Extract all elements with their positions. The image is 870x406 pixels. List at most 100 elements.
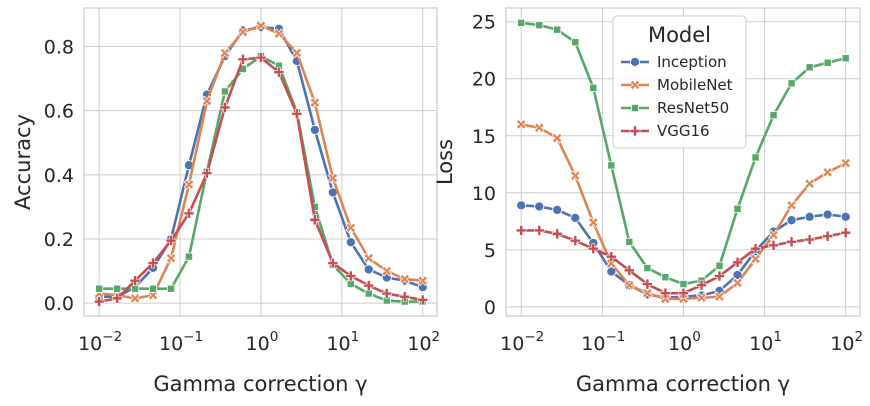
x-tick-label: 10−1 [159, 329, 203, 355]
x-axis-label: Gamma correction γ [576, 372, 790, 396]
data-point [364, 289, 373, 298]
y-tick-label: 10 [472, 183, 496, 205]
data-point [167, 284, 176, 293]
legend: Model Inception MobileNet ResNet50 VGG16 [612, 15, 747, 149]
data-point [768, 239, 779, 251]
data-point [417, 275, 429, 287]
data-point [184, 252, 193, 261]
data-point [823, 58, 832, 67]
data-point [291, 108, 303, 120]
y-tick-label: 0.4 [44, 165, 74, 187]
data-point [840, 157, 852, 169]
data-point [715, 261, 724, 270]
data-point [804, 178, 816, 190]
y-axis-label: Accuracy [11, 114, 35, 210]
data-point [113, 284, 122, 293]
data-point [201, 95, 213, 107]
data-point [661, 273, 670, 282]
data-point [517, 18, 526, 27]
data-point [569, 235, 581, 247]
legend-label: ResNet50 [657, 99, 729, 117]
data-point [732, 257, 743, 268]
data-point [533, 122, 545, 134]
legend-box [612, 15, 747, 149]
x-tick-label: 102 [407, 329, 440, 355]
y-tick-label: 15 [472, 126, 496, 148]
data-point [606, 266, 617, 277]
data-point [147, 257, 159, 269]
data-point [768, 229, 779, 241]
x-tick-label: 101 [749, 329, 782, 355]
y-tick-label: 20 [472, 69, 496, 91]
legend-item-resnet50: ResNet50 [621, 99, 729, 117]
data-point [237, 26, 249, 38]
data-point [363, 280, 375, 291]
x-tick-label: 101 [326, 329, 359, 355]
series-mobilenet [515, 118, 852, 305]
data-point [220, 87, 229, 96]
data-point [95, 284, 104, 293]
data-point [345, 237, 356, 248]
data-point [255, 20, 267, 32]
data-point [643, 264, 652, 273]
y-axis-label: Loss [433, 139, 457, 185]
data-point [805, 63, 814, 72]
y-tick-label: 5 [484, 240, 496, 262]
data-point [660, 287, 671, 299]
series-resnet50 [517, 18, 850, 289]
data-point [786, 199, 797, 211]
legend-title: Model [648, 23, 711, 47]
data-point [804, 211, 815, 222]
data-point [551, 132, 563, 144]
data-point [219, 102, 231, 113]
data-point [129, 275, 141, 287]
data-point [533, 225, 545, 236]
data-point [309, 214, 321, 226]
legend-marker [629, 125, 641, 137]
data-point [237, 54, 249, 65]
data-point [515, 118, 527, 130]
data-point [273, 28, 285, 40]
data-point [570, 212, 581, 223]
data-point [822, 230, 833, 242]
data-point [696, 279, 707, 291]
plot-frame [505, 7, 861, 317]
data-point [291, 47, 303, 59]
data-point [840, 211, 851, 222]
data-point [327, 257, 339, 269]
chart-panel-2: 0 5 10 15 20 25 10−2 10−1 100 101 102 Gamma correct… [433, 7, 863, 396]
data-point [309, 97, 321, 109]
legend-item-inception: Inception [621, 53, 727, 71]
data-point [255, 52, 267, 64]
data-point [607, 161, 616, 170]
data-point [183, 179, 195, 190]
data-point [553, 25, 562, 34]
data-point [787, 79, 796, 88]
data-point [535, 21, 544, 30]
data-point [363, 264, 374, 275]
data-point [623, 265, 635, 276]
data-point [552, 204, 563, 215]
data-point [732, 277, 743, 289]
x-tick-label: 10−1 [581, 329, 625, 355]
y-tick-label: 0.6 [44, 101, 74, 123]
x-tick-label: 102 [830, 329, 863, 355]
legend-label: MobileNet [657, 76, 733, 94]
data-point [515, 225, 527, 236]
y-tick-label: 0 [484, 297, 496, 319]
data-point [641, 287, 653, 299]
data-point [534, 201, 545, 212]
y-tick-label: 0.0 [44, 293, 74, 315]
legend-marker [631, 104, 640, 113]
data-point [381, 288, 393, 299]
data-point [310, 202, 319, 211]
data-point [183, 208, 195, 219]
x-tick-label: 100 [246, 329, 279, 355]
data-point [93, 296, 105, 307]
data-point [111, 293, 123, 304]
data-point [219, 47, 231, 59]
data-point [804, 234, 815, 245]
data-point [309, 124, 320, 135]
chart-panel-1: 0.0 0.2 0.4 0.6 0.8 10−2 10−1 100 101 102 Gamma co… [11, 7, 440, 396]
